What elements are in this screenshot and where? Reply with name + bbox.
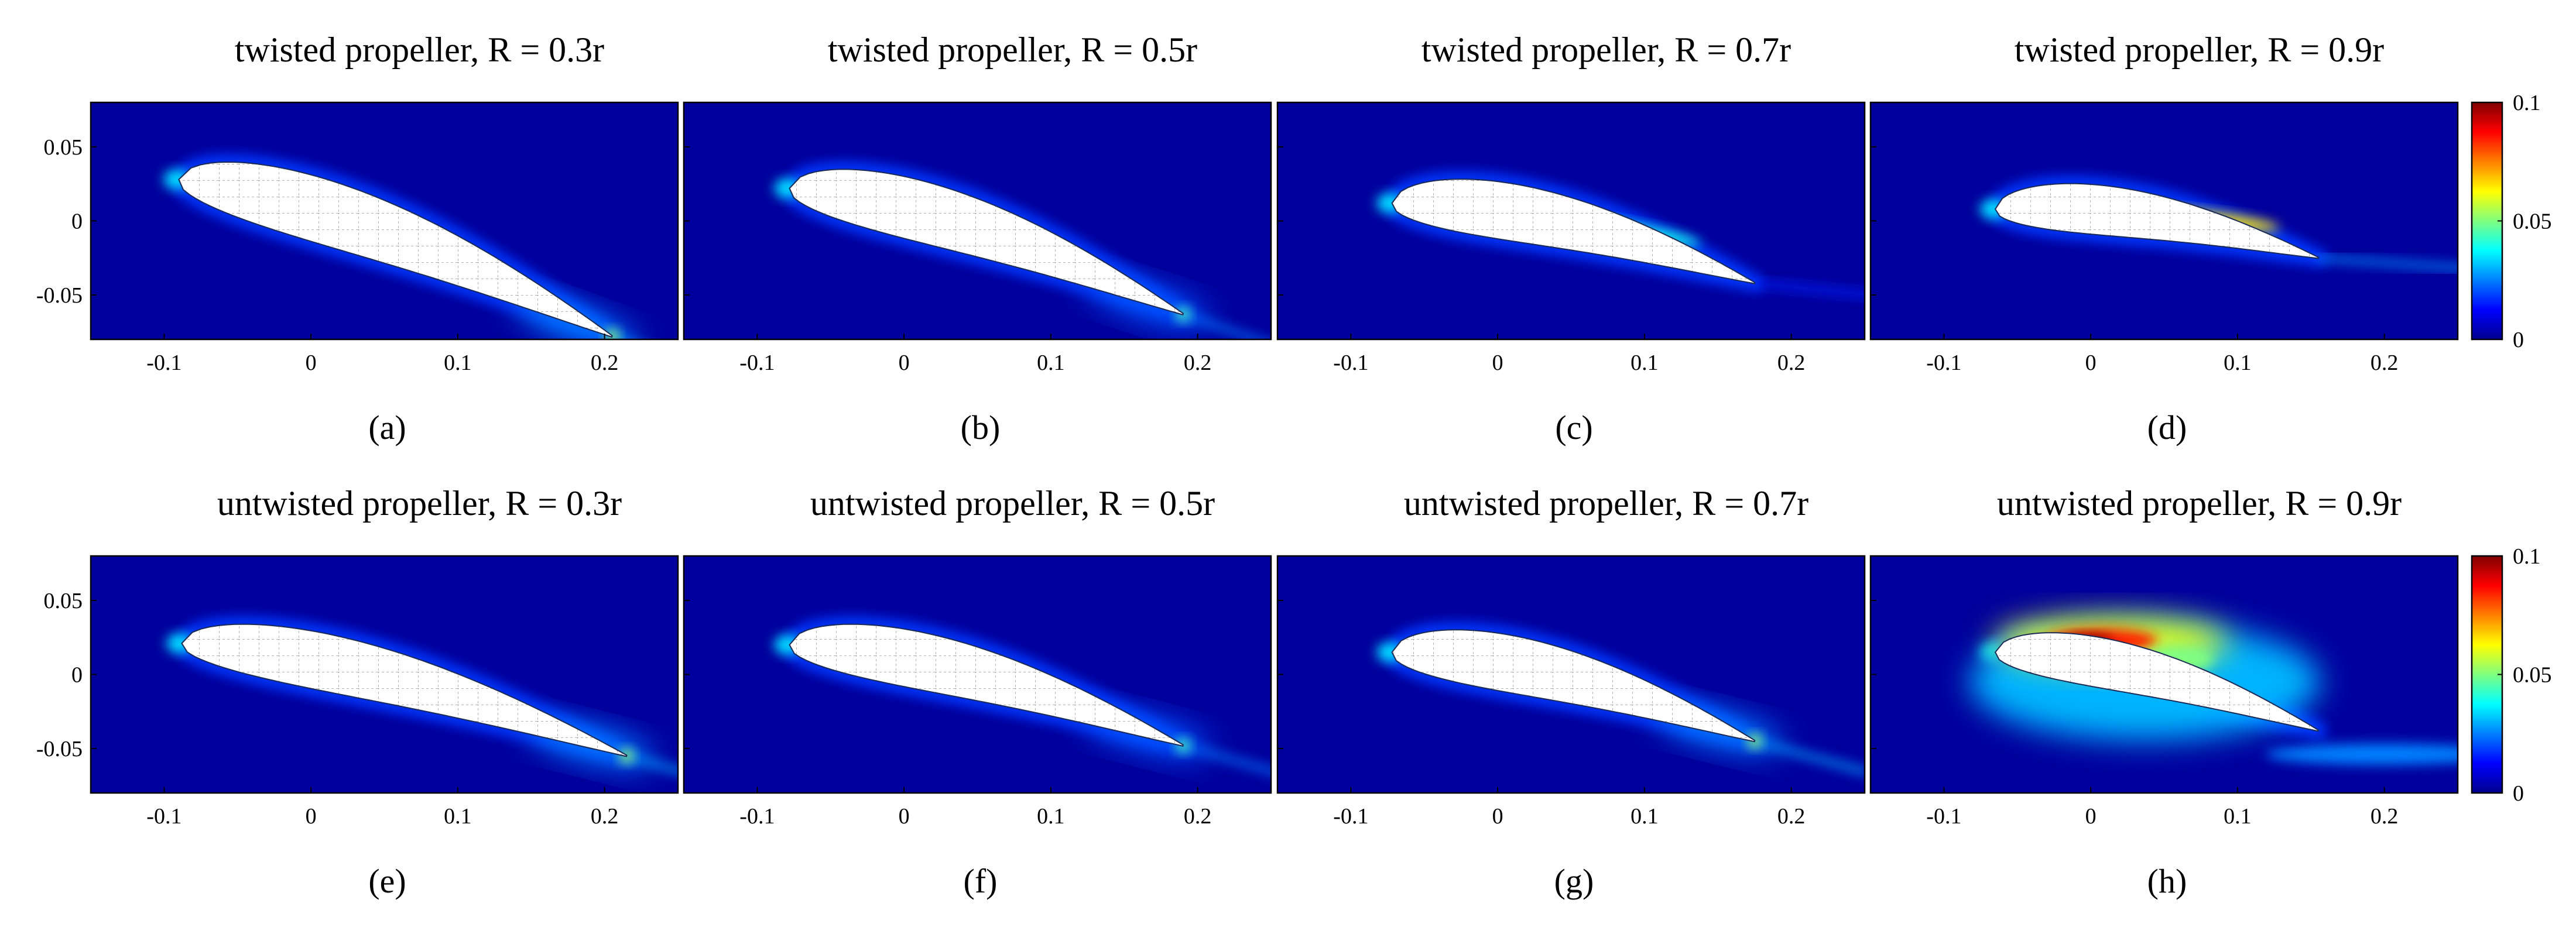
colorbar-tick-label: 0 — [2513, 781, 2524, 806]
airfoil-outline — [1994, 632, 2320, 732]
y-tick-label: 0 — [71, 663, 83, 688]
x-tick-label: -0.1 — [1926, 804, 1961, 829]
colorbar-tick-label: 0 — [2513, 328, 2524, 352]
wake-trail — [2318, 255, 2458, 271]
x-tick-label: 0 — [2085, 804, 2097, 829]
panel-d: -0.1 0 0.1 0.2 twisted propeller, R = 0.9r (d… — [1869, 30, 2459, 447]
panel-caption: (g) — [1554, 862, 1594, 900]
x-tick-label: 0 — [306, 351, 317, 375]
wake-trail — [611, 334, 628, 339]
x-tick-label: 0 — [1492, 351, 1503, 375]
x-tick-label: 0.2 — [2371, 804, 2399, 829]
y-tick-label: -0.05 — [36, 737, 83, 761]
x-tick-label: 0 — [306, 804, 317, 829]
x-tick-label: 0.2 — [1777, 804, 1806, 829]
colorbar-gradient — [2472, 556, 2502, 793]
airfoil-outline — [181, 623, 628, 757]
x-tick-label: 0.2 — [591, 351, 619, 375]
x-tick-label: -0.1 — [1926, 351, 1961, 375]
panel-title: untwisted propeller, R = 0.5r — [810, 484, 1215, 523]
panel-title: twisted propeller, R = 0.3r — [235, 30, 604, 69]
panel-e: -0.1 0 0.1 0.2 0.05 0 -0.05 untwisted propeller… — [36, 484, 679, 900]
x-tick-label: 0.1 — [1037, 804, 1065, 829]
airfoil-outline — [1994, 183, 2320, 259]
x-tick-label: 0 — [1492, 804, 1503, 829]
colorbar-tick-label: 0.05 — [2513, 663, 2552, 688]
wake-trail — [1182, 743, 1271, 774]
colorbar: 0.1 0.05 0 — [2471, 544, 2552, 806]
x-tick-label: 0.2 — [1184, 804, 1212, 829]
x-tick-label: 0.2 — [1777, 351, 1806, 375]
x-tick-label: -0.1 — [739, 804, 775, 829]
panel-f: -0.1 0 0.1 0.2 untwisted propeller, R = 0.5r… — [683, 484, 1272, 900]
panel-b: -0.1 0 0.1 0.2 twisted propeller, R = 0.5r (b… — [683, 30, 1272, 447]
panel-a: -0.1 0 0.1 0.2 0.05 0 -0.05 twisted propeller, … — [36, 30, 679, 447]
y-tick-label: -0.05 — [36, 283, 83, 308]
panel-caption: (b) — [961, 408, 1001, 447]
x-tick-label: 0.1 — [444, 804, 472, 829]
colorbar-tick-label: 0.05 — [2513, 210, 2552, 234]
airfoil-outline — [1391, 629, 1756, 743]
x-tick-label: 0.1 — [1630, 351, 1659, 375]
x-tick-label: -0.1 — [739, 351, 775, 375]
x-tick-label: 0.1 — [444, 351, 472, 375]
trailing-edge-spot — [605, 329, 619, 339]
wake-trail — [1181, 311, 1263, 339]
panel-title: twisted propeller, R = 0.5r — [828, 30, 1197, 69]
panel-caption: (c) — [1555, 408, 1592, 447]
panel-title: untwisted propeller, R = 0.9r — [1997, 484, 2402, 523]
wake-trail — [1754, 280, 1865, 297]
panel-caption: (d) — [2147, 408, 2187, 447]
x-tick-label: 0 — [899, 351, 910, 375]
panel-h: -0.1 0 0.1 0.2 untwisted propeller, R = 0.9r… — [1869, 484, 2459, 900]
x-tick-label: -0.1 — [146, 351, 181, 375]
airfoil-outline — [789, 169, 1184, 316]
wake-trail — [625, 753, 678, 774]
colorbar-tick-label: 0.1 — [2513, 91, 2541, 115]
y-tick-label: 0.05 — [44, 589, 83, 613]
x-tick-label: 0.1 — [2224, 351, 2252, 375]
x-tick-label: -0.1 — [1333, 351, 1368, 375]
x-tick-label: 0.2 — [2371, 351, 2399, 375]
airfoil-outline — [1391, 178, 1756, 284]
colorbar: 0.1 0.05 0 — [2471, 91, 2552, 352]
colorbar-tick-label: 0.1 — [2513, 544, 2541, 569]
colorbar-gradient — [2472, 102, 2502, 339]
x-tick-label: 0.1 — [1630, 804, 1659, 829]
x-tick-label: 0.2 — [591, 804, 619, 829]
panel-c: -0.1 0 0.1 0.2 twisted propeller, R = 0.7r (c… — [1276, 30, 1866, 447]
x-tick-label: 0 — [899, 804, 910, 829]
panel-caption: (e) — [368, 862, 406, 900]
panel-title: twisted propeller, R = 0.7r — [1421, 30, 1791, 69]
wake-trail — [1753, 738, 1865, 775]
x-tick-label: 0.2 — [1184, 351, 1212, 375]
panel-caption: (h) — [2147, 862, 2187, 900]
y-tick-label: 0.05 — [44, 135, 83, 160]
x-tick-label: -0.1 — [1333, 804, 1368, 829]
panel-title: untwisted propeller, R = 0.7r — [1404, 484, 1808, 523]
y-tick-label: 0 — [71, 210, 83, 234]
panel-title: untwisted propeller, R = 0.3r — [217, 484, 622, 523]
panel-caption: (a) — [368, 408, 406, 447]
x-tick-label: 0.1 — [2224, 804, 2252, 829]
airfoil-outline — [789, 623, 1184, 747]
x-tick-label: 0.1 — [1037, 351, 1065, 375]
panel-g: -0.1 0 0.1 0.2 untwisted propeller, R = 0.7r… — [1276, 484, 1866, 900]
panel-caption: (f) — [964, 862, 998, 900]
x-tick-label: 0 — [2085, 351, 2097, 375]
x-tick-label: -0.1 — [146, 804, 181, 829]
panel-title: twisted propeller, R = 0.9r — [2015, 30, 2384, 69]
airfoil-outline — [178, 161, 613, 338]
